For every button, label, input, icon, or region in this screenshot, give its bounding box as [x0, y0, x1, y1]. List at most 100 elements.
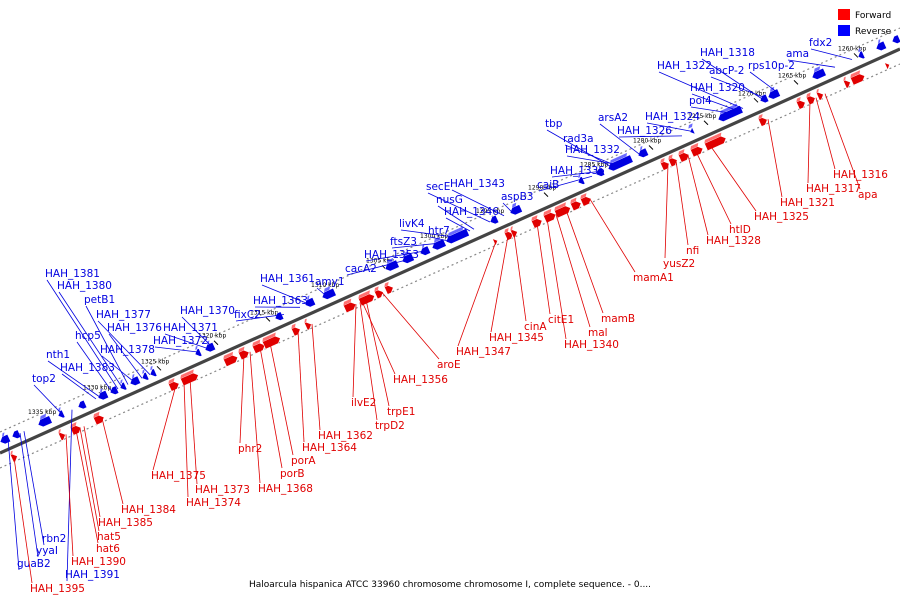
- gene-label-text[interactable]: abcP-2: [709, 65, 744, 77]
- gene-label-text[interactable]: hat5: [97, 531, 121, 543]
- gene-label-text[interactable]: HAH_1321: [780, 197, 835, 209]
- forward-gene[interactable]: [261, 332, 282, 350]
- gene-label-text[interactable]: HAH_1343: [450, 178, 505, 190]
- gene-label-text[interactable]: HAH_1361: [260, 273, 315, 285]
- gene-label-text[interactable]: HAH_1318: [700, 47, 755, 59]
- gene-label-text[interactable]: trpE1: [387, 406, 415, 418]
- gene-label-text[interactable]: HAH_1320: [690, 82, 745, 94]
- gene-label-text[interactable]: rps10p-2: [748, 60, 795, 72]
- reverse-gene[interactable]: [139, 369, 150, 381]
- gene-label-text[interactable]: aroE: [437, 359, 461, 371]
- gene-label-text[interactable]: fixC2: [234, 309, 261, 321]
- gene-label-text[interactable]: HAH_1335: [550, 165, 605, 177]
- forward-gene[interactable]: [222, 351, 239, 368]
- forward-gene[interactable]: [92, 411, 106, 426]
- gene-label-text[interactable]: HAH_1378: [100, 344, 155, 356]
- reverse-gene[interactable]: [487, 212, 500, 225]
- gene-label-text[interactable]: HAH_1317: [806, 183, 861, 195]
- gene-label-text[interactable]: nfi: [686, 245, 699, 257]
- reverse-gene[interactable]: [889, 32, 900, 45]
- reverse-gene[interactable]: [117, 379, 128, 391]
- gene-label-text[interactable]: caiB: [537, 179, 559, 191]
- forward-gene[interactable]: [373, 286, 385, 300]
- reverse-gene[interactable]: [605, 152, 634, 173]
- gene-label-text[interactable]: HAH_1384: [121, 504, 176, 516]
- forward-gene[interactable]: [383, 281, 395, 295]
- gene-label-text[interactable]: nth1: [46, 349, 70, 361]
- forward-gene[interactable]: [677, 148, 691, 163]
- gene-label-text[interactable]: HAH_1385: [98, 517, 153, 529]
- reverse-gene[interactable]: [0, 432, 12, 446]
- reverse-gene[interactable]: [107, 383, 120, 396]
- forward-gene[interactable]: [290, 323, 302, 337]
- gene-label-text[interactable]: mal: [588, 327, 608, 339]
- forward-gene[interactable]: [842, 76, 852, 89]
- forward-gene[interactable]: [815, 88, 825, 101]
- gene-label-text[interactable]: cinA: [524, 321, 547, 333]
- gene-label-text[interactable]: nusG: [436, 194, 463, 206]
- gene-label-text[interactable]: amy1: [315, 276, 345, 288]
- gene-label-text[interactable]: HAH_1373: [195, 484, 250, 496]
- gene-label-text[interactable]: HAH_1390: [71, 556, 126, 568]
- gene-label-text[interactable]: ftsZ3: [390, 236, 417, 248]
- gene-label-text[interactable]: HAH_1353: [364, 249, 419, 261]
- gene-label-text[interactable]: HAH_1324: [645, 111, 700, 123]
- gene-label-text[interactable]: phr2: [238, 443, 262, 455]
- gene-label-text[interactable]: HAH_1371: [163, 322, 218, 334]
- forward-gene[interactable]: [757, 113, 769, 127]
- gene-label-text[interactable]: livK4: [399, 218, 425, 230]
- gene-label-text[interactable]: HAH_1391: [65, 569, 120, 581]
- forward-gene[interactable]: [179, 369, 200, 387]
- forward-gene[interactable]: [342, 298, 357, 314]
- gene-label-text[interactable]: porA: [291, 455, 316, 467]
- gene-label-text[interactable]: rbn2: [42, 533, 66, 545]
- gene-label-text[interactable]: HAH_1372: [153, 335, 208, 347]
- gene-label-text[interactable]: trpD2: [375, 420, 405, 432]
- gene-label-text[interactable]: mamB: [601, 313, 635, 325]
- gene-label-text[interactable]: htlD: [729, 224, 751, 236]
- gene-label-text[interactable]: secE: [426, 181, 450, 193]
- reverse-gene[interactable]: [635, 145, 650, 159]
- reverse-gene[interactable]: [75, 397, 88, 410]
- forward-gene[interactable]: [251, 339, 266, 355]
- gene-label-text[interactable]: HAH_1381: [45, 268, 100, 280]
- reverse-gene[interactable]: [575, 173, 586, 186]
- gene-label-text[interactable]: HAH_1325: [754, 211, 809, 223]
- forward-gene[interactable]: [57, 428, 67, 442]
- reverse-gene[interactable]: [272, 309, 285, 322]
- gene-label-text[interactable]: apa: [858, 189, 878, 201]
- reverse-gene[interactable]: [302, 295, 317, 309]
- reverse-gene[interactable]: [127, 373, 142, 387]
- reverse-gene[interactable]: [95, 388, 110, 402]
- gene-label-text[interactable]: HAH_1340: [564, 339, 619, 351]
- reverse-gene[interactable]: [147, 365, 158, 378]
- gene-label-text[interactable]: HAH_1368: [258, 483, 313, 495]
- forward-gene[interactable]: [503, 227, 515, 241]
- reverse-gene[interactable]: [35, 413, 53, 429]
- gene-label-text[interactable]: guaB2: [17, 558, 51, 570]
- gene-label-text[interactable]: cacA2: [345, 263, 377, 275]
- gene-label-text[interactable]: top2: [32, 373, 56, 385]
- forward-gene[interactable]: [579, 192, 593, 207]
- gene-label-text[interactable]: pol4: [689, 95, 712, 107]
- gene-label-text[interactable]: HAH_1364: [302, 442, 357, 454]
- gene-label-text[interactable]: ama: [786, 48, 809, 60]
- gene-label-text[interactable]: tbp: [545, 118, 563, 130]
- gene-label-text[interactable]: HAH_1380: [57, 280, 112, 292]
- gene-label-text[interactable]: HAH_1326: [617, 125, 672, 137]
- forward-gene[interactable]: [167, 377, 181, 392]
- gene-label-text[interactable]: HAH_1362: [318, 430, 373, 442]
- gene-label-text[interactable]: rad3a: [563, 133, 594, 145]
- gene-label-text[interactable]: HAH_1374: [186, 497, 241, 509]
- reverse-gene[interactable]: [319, 285, 337, 301]
- gene-label-text[interactable]: HAH_1356: [393, 374, 448, 386]
- reverse-gene[interactable]: [765, 86, 781, 101]
- reverse-gene[interactable]: [687, 123, 697, 135]
- gene-label-text[interactable]: HAH_1395: [30, 583, 85, 595]
- gene-label-text[interactable]: porB: [280, 468, 305, 480]
- gene-label-text[interactable]: HAH_1383: [60, 362, 115, 374]
- reverse-gene[interactable]: [507, 202, 523, 217]
- forward-gene[interactable]: [689, 142, 704, 158]
- gene-label-text[interactable]: HAH_1328: [706, 235, 761, 247]
- gene-label-text[interactable]: hat6: [96, 543, 120, 555]
